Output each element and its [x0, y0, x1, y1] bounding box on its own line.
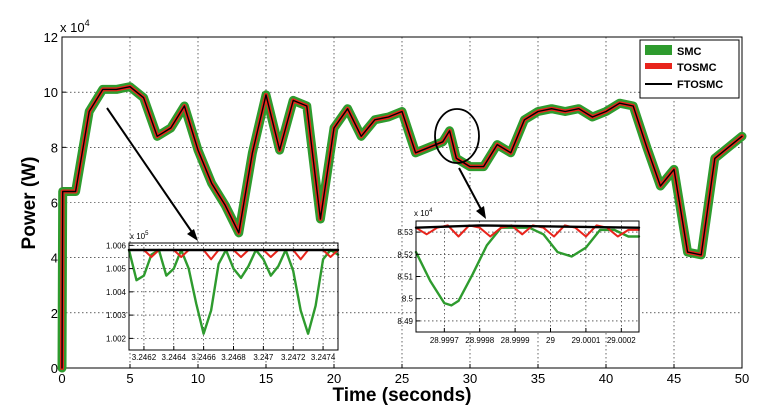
- y-axis-label: Power (W): [19, 157, 40, 250]
- main-xtick-label-7: 35: [531, 371, 545, 386]
- inset-left-xtick-label-4: 3.247: [253, 353, 274, 362]
- main-ytick-label-3: 6: [51, 196, 58, 211]
- inset-right-multiplier: x 104: [414, 208, 433, 218]
- inset-right-multiplier-exponent: 4: [429, 208, 433, 214]
- main-ytick-label-5: 10: [44, 85, 58, 100]
- main-xtick-label-9: 45: [667, 371, 681, 386]
- zoom-arrowhead-left: [187, 229, 198, 241]
- inset-right-multiplier-base: x 10: [414, 209, 430, 218]
- inset-left-ytick-label-1: 1.003: [106, 311, 127, 320]
- inset-left-ytick-label-4: 1.006: [106, 241, 127, 250]
- main-xtick-label-10: 50: [735, 371, 749, 386]
- inset-left-ytick-label-0: 1.002: [106, 334, 127, 343]
- inset-left-ytick-label-2: 1.004: [106, 288, 127, 297]
- inset-left: 3.2462 3.2464 3.2466 3.2468 3.247 3.2472 3.247…: [106, 231, 340, 362]
- inset-left-ytick-label-3: 1.005: [106, 265, 127, 274]
- legend-swatch-smc: [645, 45, 672, 55]
- inset-left-xtick-label-2: 3.2466: [191, 353, 216, 362]
- inset-right-xtick-label-4: 29.0001: [571, 336, 600, 345]
- zoom-arrowhead-right: [476, 206, 486, 219]
- inset-left-xtick-label-6: 3.2474: [311, 353, 336, 362]
- main-xtick-label-1: 5: [126, 371, 133, 386]
- inset-right-ticks: 28.9997 28.9998 28.9999 29 29.0001 29.0002 8.4…: [397, 228, 636, 345]
- inset-right-ytick-label-0: 8.49: [397, 317, 413, 326]
- inset-right: 28.9997 28.9998 28.9999 29 29.0001 29.0002 8.4…: [397, 208, 641, 345]
- inset-left-multiplier-exponent: 5: [145, 231, 149, 237]
- main-ytick-label-1: 2: [51, 306, 58, 321]
- main-xtick-label-4: 20: [327, 371, 341, 386]
- inset-left-xtick-label-1: 3.2464: [162, 353, 187, 362]
- legend-label-ftosmc: FTOSMC: [677, 79, 723, 91]
- main-ytick-label-2: 4: [51, 251, 58, 266]
- main-line-ftosmc: [61, 85, 743, 369]
- inset-right-ytick-label-3: 8.52: [397, 250, 413, 259]
- x-axis-label: Time (seconds): [332, 385, 471, 406]
- main-xtick-label-8: 40: [599, 371, 613, 386]
- inset-left-ticks: 3.2462 3.2464 3.2466 3.2468 3.247 3.2472 3.247…: [106, 241, 336, 362]
- inset-right-xtick-label-2: 28.9999: [501, 336, 530, 345]
- main-ytick-label-6: 12: [44, 30, 58, 45]
- main-xtick-label-2: 10: [191, 371, 205, 386]
- inset-left-xtick-label-5: 3.2472: [281, 353, 306, 362]
- main-xtick-label-6: 30: [463, 371, 477, 386]
- legend-swatch-tosmc: [645, 63, 672, 69]
- inset-left-xtick-label-3: 3.2468: [221, 353, 246, 362]
- main-xtick-label-0: 0: [58, 371, 65, 386]
- inset-right-ytick-label-4: 8.53: [397, 228, 413, 237]
- inset-left-multiplier: x 105: [130, 231, 149, 241]
- inset-right-xtick-label-1: 28.9998: [465, 336, 494, 345]
- zoom-arrow-left: [106, 107, 197, 239]
- y-multiplier-base: x 10: [60, 20, 85, 35]
- legend: SMC TOSMC FTOSMC: [639, 39, 740, 99]
- inset-right-ytick-label-2: 8.51: [397, 273, 413, 282]
- inset-right-line-ftosmc: [414, 224, 641, 229]
- main-series-group: [57, 82, 747, 373]
- zoom-circle: [434, 108, 480, 164]
- zoom-arrow-right: [458, 167, 484, 214]
- inset-left-multiplier-base: x 10: [130, 232, 146, 241]
- legend-label-smc: SMC: [677, 46, 702, 58]
- main-ytick-label-0: 0: [51, 361, 58, 376]
- main-xtick-label-5: 25: [395, 371, 409, 386]
- main-ytick-label-4: 8: [51, 140, 58, 155]
- y-multiplier-exponent: 4: [85, 18, 90, 28]
- inset-right-xtick-label-0: 28.9997: [430, 336, 459, 345]
- inset-left-line-smc: [127, 248, 340, 335]
- legend-label-tosmc: TOSMC: [677, 62, 717, 74]
- inset-right-series-group: [414, 224, 641, 307]
- inset-right-line-smc: [414, 226, 641, 307]
- y-multiplier: x 104: [60, 18, 90, 35]
- inset-right-xtick-label-5: 29.0002: [607, 336, 636, 345]
- inset-right-ytick-label-1: 8.5: [402, 295, 414, 304]
- main-xtick-label-3: 15: [259, 371, 273, 386]
- inset-right-xtick-label-3: 29: [546, 336, 555, 345]
- inset-left-series-group: [127, 248, 340, 335]
- inset-left-xtick-label-0: 3.2462: [132, 353, 157, 362]
